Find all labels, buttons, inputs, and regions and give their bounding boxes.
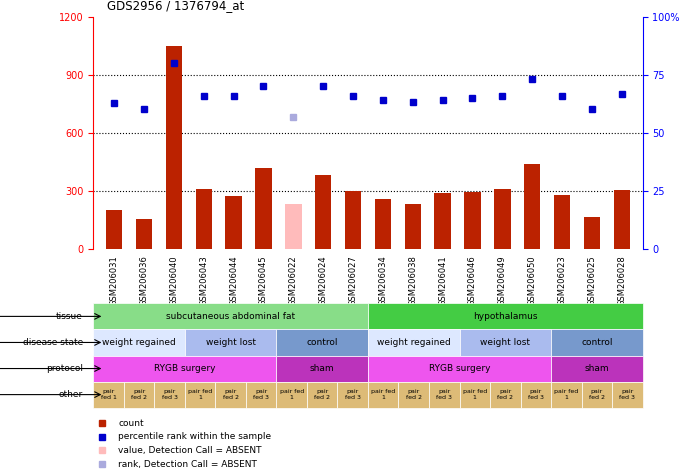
Text: subcutaneous abdominal fat: subcutaneous abdominal fat — [166, 312, 295, 321]
Bar — [166, 46, 182, 249]
Bar — [345, 191, 361, 249]
Bar — [399, 382, 429, 408]
Bar — [246, 382, 276, 408]
Bar — [464, 192, 481, 249]
Bar — [460, 382, 490, 408]
Bar — [196, 189, 212, 249]
Bar — [614, 190, 630, 249]
Bar — [494, 189, 511, 249]
Bar — [106, 210, 122, 249]
Text: GDS2956 / 1376794_at: GDS2956 / 1376794_at — [107, 0, 245, 12]
Text: tissue: tissue — [56, 312, 83, 321]
Text: pair
fed 2: pair fed 2 — [223, 389, 238, 400]
Bar — [368, 356, 551, 382]
Bar — [435, 193, 451, 249]
Text: hypothalamus: hypothalamus — [473, 312, 538, 321]
Text: count: count — [118, 419, 144, 428]
Bar — [276, 329, 368, 356]
Bar — [154, 382, 185, 408]
Bar — [368, 303, 643, 329]
Bar — [276, 356, 368, 382]
Text: pair
fed 2: pair fed 2 — [406, 389, 422, 400]
Text: control: control — [306, 338, 338, 347]
Text: protocol: protocol — [46, 364, 83, 373]
Bar — [551, 382, 582, 408]
Bar — [429, 382, 460, 408]
Text: pair fed
1: pair fed 1 — [463, 389, 487, 400]
Bar — [584, 217, 600, 249]
Bar — [551, 329, 643, 356]
Text: pair
fed 2: pair fed 2 — [498, 389, 513, 400]
Bar — [93, 382, 124, 408]
Text: pair
fed 2: pair fed 2 — [589, 389, 605, 400]
Bar — [551, 356, 643, 382]
Text: pair fed
1: pair fed 1 — [371, 389, 395, 400]
Bar — [460, 329, 551, 356]
Bar — [285, 204, 301, 249]
Bar — [612, 382, 643, 408]
Text: pair fed
1: pair fed 1 — [554, 389, 578, 400]
Text: other: other — [59, 390, 83, 399]
Text: pair
fed 3: pair fed 3 — [436, 389, 452, 400]
Bar — [315, 175, 332, 249]
Text: sham: sham — [585, 364, 609, 373]
Text: control: control — [581, 338, 613, 347]
Bar — [307, 382, 337, 408]
Text: weight regained: weight regained — [377, 338, 451, 347]
Bar — [524, 164, 540, 249]
Bar — [582, 382, 612, 408]
Bar — [136, 219, 152, 249]
Text: pair
fed 3: pair fed 3 — [528, 389, 544, 400]
Text: pair
fed 3: pair fed 3 — [253, 389, 269, 400]
Text: pair
fed 1: pair fed 1 — [101, 389, 117, 400]
Bar — [124, 382, 154, 408]
Bar — [368, 329, 460, 356]
Bar — [553, 195, 570, 249]
Text: pair fed
1: pair fed 1 — [280, 389, 304, 400]
Text: pair
fed 3: pair fed 3 — [619, 389, 635, 400]
Text: pair
fed 2: pair fed 2 — [131, 389, 147, 400]
Text: value, Detection Call = ABSENT: value, Detection Call = ABSENT — [118, 446, 261, 455]
Bar — [520, 382, 551, 408]
Bar — [375, 200, 391, 249]
Text: weight regained: weight regained — [102, 338, 176, 347]
Bar — [93, 329, 185, 356]
Bar — [216, 382, 246, 408]
Bar — [93, 303, 368, 329]
Text: RYGB surgery: RYGB surgery — [154, 364, 216, 373]
Text: pair
fed 2: pair fed 2 — [314, 389, 330, 400]
Text: rank, Detection Call = ABSENT: rank, Detection Call = ABSENT — [118, 460, 257, 468]
Text: weight lost: weight lost — [480, 338, 530, 347]
Bar — [255, 168, 272, 249]
Text: pair
fed 3: pair fed 3 — [345, 389, 361, 400]
Bar — [490, 382, 520, 408]
Bar — [368, 382, 399, 408]
Text: sham: sham — [310, 364, 334, 373]
Bar — [225, 196, 242, 249]
Bar — [404, 204, 421, 249]
Text: disease state: disease state — [23, 338, 83, 347]
Bar — [185, 329, 276, 356]
Bar — [185, 382, 216, 408]
Bar — [276, 382, 307, 408]
Text: pair fed
1: pair fed 1 — [188, 389, 212, 400]
Text: weight lost: weight lost — [206, 338, 256, 347]
Text: pair
fed 3: pair fed 3 — [162, 389, 178, 400]
Text: RYGB surgery: RYGB surgery — [428, 364, 491, 373]
Bar — [93, 356, 276, 382]
Text: percentile rank within the sample: percentile rank within the sample — [118, 432, 271, 441]
Bar — [337, 382, 368, 408]
